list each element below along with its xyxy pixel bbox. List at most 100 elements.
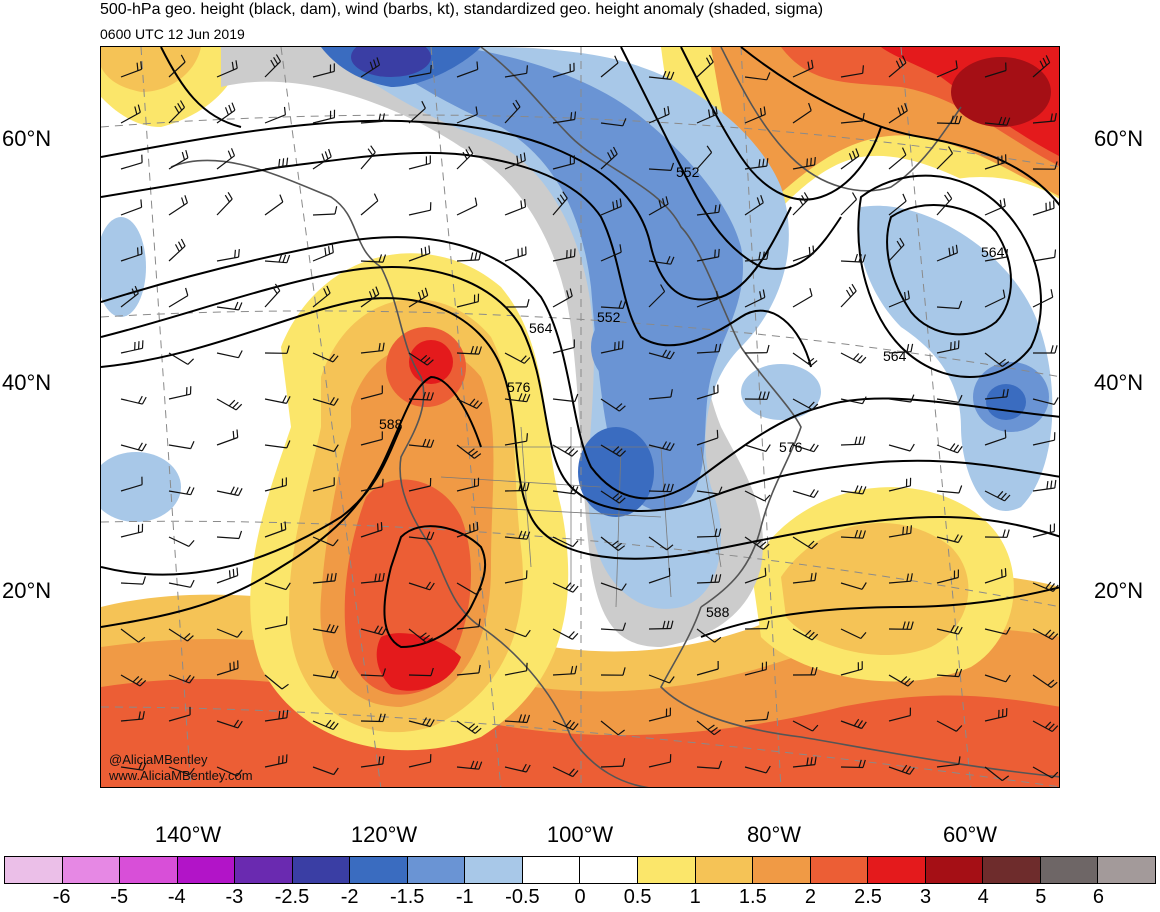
wind-barb-flag (715, 106, 718, 115)
wind-barb-flag (1054, 249, 1057, 258)
wind-barb-flag (470, 760, 475, 769)
wind-barb-flag (421, 289, 425, 298)
colorbar-swatch (695, 857, 754, 883)
wind-barb-flag (478, 251, 482, 261)
wind-barb-staff (168, 582, 191, 588)
wind-barb-flag (382, 478, 384, 487)
wind-barb-flag (568, 584, 575, 591)
wind-barb-flag (179, 100, 186, 108)
wind-barb-flag (906, 573, 909, 582)
weather-map[interactable]: 552 564 552 564 576 588 564 576 588 @Ali… (100, 46, 1060, 788)
colorbar (4, 856, 1156, 884)
colorbar-swatch (1040, 857, 1099, 883)
wind-barb-flag (1004, 494, 1011, 502)
wind-barb-flag (526, 531, 531, 540)
wind-barb-flag (382, 113, 385, 122)
wind-barb-flag (237, 720, 243, 729)
wind-barb-flag (141, 443, 147, 452)
wind-barb-flag (759, 108, 763, 117)
wind-barb-flag (573, 248, 576, 257)
wind-barb-staff (984, 628, 1007, 635)
wind-barb-flag (615, 495, 623, 502)
wind-barb-flag (766, 72, 771, 81)
colorbar-tick-label: 1.5 (738, 886, 767, 908)
wind-barb-flag (810, 573, 813, 582)
wind-barb-staff (504, 72, 527, 78)
wind-barb-flag (861, 396, 867, 404)
wind-barb-flag (382, 572, 385, 581)
wind-barb-flag (812, 724, 819, 732)
wind-barb-staff (648, 674, 670, 684)
wind-barb-flag (231, 61, 235, 70)
wind-barb-staff (360, 392, 383, 400)
colorbar-tick-label: -0.5 (505, 886, 540, 908)
wind-barb-flag (1044, 629, 1052, 637)
wind-barb-flag (862, 486, 867, 495)
wind-barb-flag (286, 440, 291, 449)
wind-barb-flag (1000, 492, 1007, 500)
colorbar-swatch (1098, 857, 1155, 883)
wind-barb-flag (856, 354, 863, 362)
wind-barb-staff (984, 674, 1007, 683)
wind-barb-flag (232, 401, 239, 409)
wind-barb-flag (574, 486, 579, 495)
wind-barb-flag (901, 147, 907, 156)
wind-barb-flag (902, 55, 907, 64)
contour-label: 588 (706, 604, 730, 620)
wind-barb-staff (168, 444, 191, 450)
wind-barb-flag (377, 523, 379, 532)
wind-barb-flag (181, 197, 185, 206)
wind-barb-flag (236, 630, 243, 638)
wind-barb-flag (326, 285, 331, 294)
wind-barb-flag (329, 721, 335, 729)
wind-barb-flag (382, 668, 386, 677)
wind-barb-staff (840, 72, 863, 78)
wind-barb-flag (324, 151, 329, 160)
wind-barb-flag (526, 299, 530, 308)
wind-barb-flag (946, 191, 953, 199)
wind-barb-flag (764, 494, 771, 502)
wind-barb-flag (952, 246, 955, 255)
wind-barb-flag (958, 115, 962, 124)
wind-barb-flag (278, 710, 281, 720)
wind-barb-flag (813, 444, 819, 453)
wind-barb-flag (285, 582, 291, 590)
lon-label-140w: 140°W (154, 822, 222, 847)
wind-barb-flag (570, 665, 574, 675)
wind-barb-flag (424, 246, 427, 255)
wind-barb-flag (369, 61, 374, 70)
wind-barb-flag (375, 286, 380, 295)
wind-barb-flag (618, 497, 626, 504)
wind-barb-flag (378, 343, 381, 352)
wind-barb-flag (852, 353, 860, 360)
wind-barb-flag (470, 450, 478, 457)
wind-barb-flag (524, 199, 527, 208)
wind-barb-flag (525, 629, 531, 638)
wind-barb-flag (798, 197, 804, 206)
wind-barb-flag (137, 395, 143, 404)
wind-barb-flag (615, 403, 623, 410)
wind-barb-flag (804, 629, 812, 637)
wind-barb-flag (1048, 723, 1055, 731)
wind-barb-flag (714, 528, 718, 537)
contour-label: 564 (529, 320, 553, 336)
wind-barb-flag (612, 146, 618, 155)
wind-barb-flag (566, 290, 570, 299)
wind-barb-flag (714, 574, 718, 583)
wind-barb-flag (476, 521, 479, 530)
wind-barb-flag (429, 719, 435, 727)
wind-barb-flag (571, 450, 579, 457)
contour-label: 564 (883, 348, 907, 364)
wind-barb-staff (600, 251, 622, 262)
colorbar-swatch (407, 857, 466, 883)
wind-barb-flag (137, 104, 141, 113)
wind-barb-flag (1047, 679, 1055, 686)
wind-barb-staff (408, 107, 426, 124)
wind-barb-flag (525, 764, 531, 773)
contour-label: 552 (676, 164, 700, 180)
wind-barb-flag (898, 57, 904, 66)
wind-barb-flag (238, 302, 243, 311)
wind-barb-flag (428, 245, 431, 254)
wind-barb-staff (264, 201, 284, 216)
wind-barb-flag (706, 145, 713, 153)
